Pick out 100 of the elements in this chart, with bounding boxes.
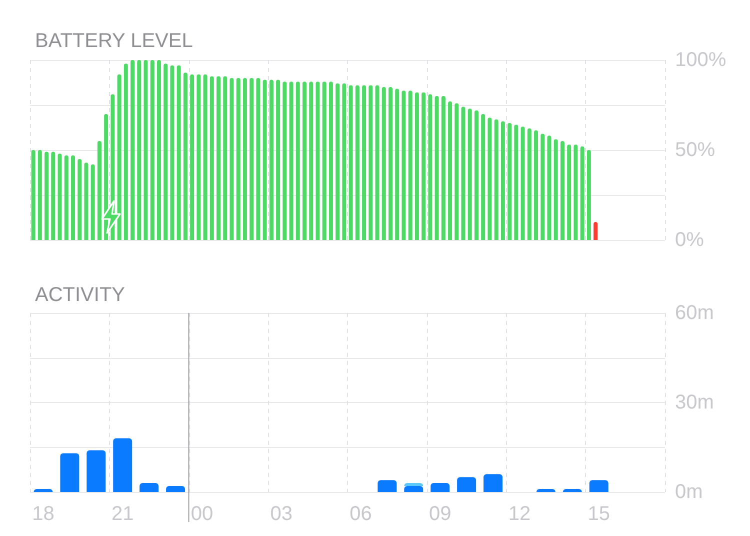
- bar: [90, 164, 95, 240]
- y-tick-label: 100%: [675, 49, 726, 71]
- bar: [210, 76, 214, 240]
- bar: [104, 114, 108, 240]
- bar: [494, 119, 498, 240]
- bar: [322, 82, 326, 240]
- bar: [130, 60, 135, 240]
- y-tick-label: 30m: [675, 392, 714, 414]
- bar: [414, 92, 419, 240]
- bar: [500, 121, 505, 240]
- bar: [223, 76, 228, 240]
- bar: [196, 74, 201, 240]
- bar: [78, 159, 82, 240]
- x-tick-label: 09: [428, 503, 452, 525]
- bar: [404, 486, 424, 492]
- bar: [402, 90, 406, 240]
- bar: [527, 128, 532, 240]
- bar: [375, 85, 380, 240]
- bar: [276, 80, 280, 240]
- bar: [269, 80, 274, 240]
- bar: [144, 60, 148, 240]
- bar: [64, 155, 68, 240]
- bar: [342, 83, 346, 240]
- bar: [348, 85, 353, 240]
- y-tick-label: 50%: [675, 139, 716, 161]
- bar: [150, 60, 154, 240]
- bar: [441, 96, 446, 240]
- bar: [454, 103, 459, 240]
- bar: [448, 101, 452, 240]
- x-tick-label: 06: [350, 503, 372, 525]
- bar: [520, 126, 525, 240]
- chart-title: ACTIVITY: [35, 284, 126, 306]
- bar: [488, 118, 492, 240]
- bar: [230, 78, 234, 240]
- bar: [262, 80, 267, 240]
- bar: [190, 74, 194, 240]
- bar: [362, 85, 366, 240]
- bar: [336, 83, 340, 240]
- bar: [302, 82, 307, 240]
- bar: [203, 74, 208, 240]
- bar: [580, 146, 584, 240]
- bar: [289, 82, 294, 240]
- bar: [84, 162, 88, 240]
- bar: [316, 82, 320, 240]
- bar: [589, 480, 608, 492]
- bar: [328, 82, 333, 240]
- bar: [567, 144, 572, 240]
- bar: [86, 450, 106, 492]
- bar: [216, 76, 221, 240]
- bar: [534, 130, 538, 240]
- bar: [250, 78, 254, 240]
- bar: [457, 477, 476, 492]
- bar: [38, 150, 42, 240]
- bar: [166, 486, 186, 492]
- bar: [481, 114, 486, 240]
- bar: [468, 108, 472, 240]
- bar: [242, 78, 247, 240]
- x-tick-label: 03: [270, 503, 292, 525]
- bar: [378, 480, 397, 492]
- y-tick-label: 0m: [675, 481, 703, 503]
- bar: [428, 94, 432, 240]
- y-tick-label: 60m: [675, 302, 714, 324]
- bar: [514, 124, 518, 240]
- bar: [560, 141, 564, 240]
- bar: [256, 78, 260, 240]
- bar: [51, 152, 56, 240]
- bar: [70, 155, 75, 240]
- bar: [124, 64, 128, 240]
- bar: [97, 141, 102, 240]
- bar: [176, 65, 181, 240]
- bar: [368, 85, 373, 240]
- bar: [44, 152, 49, 240]
- bar: [296, 82, 300, 240]
- bar: [60, 453, 80, 492]
- bar: [170, 65, 174, 240]
- bar: [156, 60, 161, 240]
- bar: [282, 82, 287, 240]
- bar: [382, 87, 386, 240]
- bar: [461, 106, 466, 240]
- bar: [117, 74, 122, 240]
- x-tick-label: 21: [111, 503, 134, 525]
- bar: [474, 110, 478, 240]
- bar: [574, 144, 578, 240]
- bar: [430, 483, 450, 492]
- bar: [236, 78, 240, 240]
- x-tick-label: 18: [32, 503, 54, 525]
- x-tick-label: 15: [588, 503, 610, 525]
- bar: [547, 136, 552, 240]
- bar: [355, 85, 360, 240]
- bar: [309, 82, 314, 240]
- bar: [395, 88, 400, 240]
- bar: [540, 134, 545, 240]
- bar: [508, 123, 512, 240]
- x-tick-label: 00: [190, 503, 214, 525]
- bar: [58, 154, 62, 240]
- bar: [594, 222, 598, 240]
- bar: [140, 483, 159, 492]
- x-tick-label: 12: [508, 503, 531, 525]
- bar: [554, 139, 558, 240]
- bar: [113, 438, 132, 492]
